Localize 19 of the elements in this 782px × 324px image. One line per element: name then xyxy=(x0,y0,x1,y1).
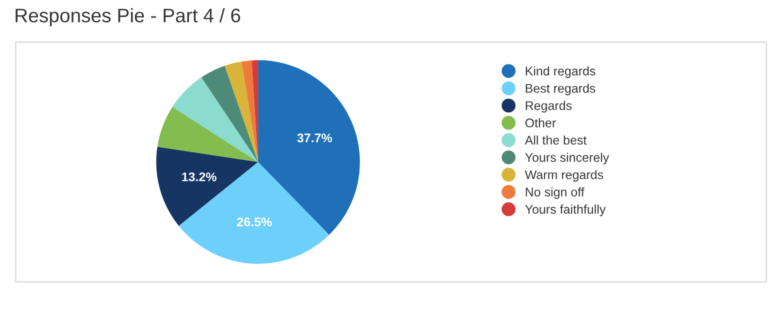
legend-label: Yours sincerely xyxy=(525,152,610,164)
data-label: 13.2% xyxy=(182,172,216,182)
legend-label: Warm regards xyxy=(524,170,604,182)
pie-slice xyxy=(172,77,258,162)
pie-slice xyxy=(157,106,258,162)
legend-label: Yours faithfully xyxy=(525,204,606,216)
pie-slice xyxy=(178,162,330,264)
chart-title: Responses Pie - Part 4 / 6 xyxy=(16,8,240,26)
legend-label: All the best xyxy=(524,135,587,145)
legend-label: Regards xyxy=(526,100,572,113)
data-label: 37.7% xyxy=(297,133,332,142)
legend-label: Best regards xyxy=(526,84,596,96)
pie-slice xyxy=(242,60,258,162)
data-label: 26.5% xyxy=(237,217,272,226)
legend-label: Other xyxy=(525,118,556,128)
pie-slice xyxy=(224,62,258,162)
pie-slice xyxy=(201,66,258,162)
legend-label: No sign off xyxy=(526,187,584,199)
legend-label: Kind regards xyxy=(526,66,596,78)
